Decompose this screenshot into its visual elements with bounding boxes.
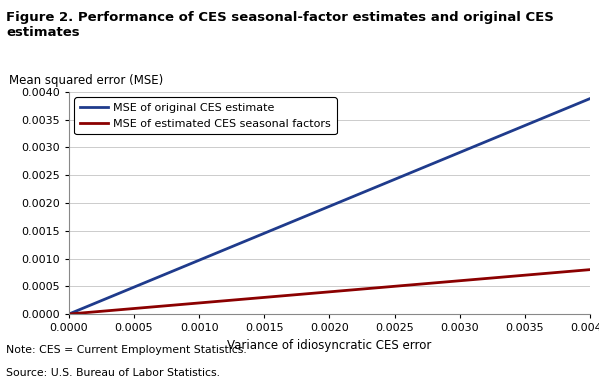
MSE of estimated CES seasonal factors bbox=[492, 275, 500, 280]
Text: Source: U.S. Bureau of Labor Statistics.: Source: U.S. Bureau of Labor Statistics. bbox=[6, 368, 220, 378]
MSE of original CES estimate bbox=[586, 96, 594, 101]
Legend: MSE of original CES estimate, MSE of estimated CES seasonal factors: MSE of original CES estimate, MSE of est… bbox=[74, 98, 337, 134]
MSE of estimated CES seasonal factors bbox=[586, 267, 594, 272]
MSE of original CES estimate bbox=[574, 101, 581, 106]
MSE of original CES estimate bbox=[376, 183, 383, 188]
MSE of original CES estimate bbox=[313, 210, 320, 214]
MSE of estimated CES seasonal factors bbox=[65, 312, 72, 316]
MSE of original CES estimate bbox=[492, 135, 500, 140]
Line: MSE of estimated CES seasonal factors: MSE of estimated CES seasonal factors bbox=[69, 270, 590, 314]
Text: Figure 2. Performance of CES seasonal-factor estimates and original CES estimate: Figure 2. Performance of CES seasonal-fa… bbox=[6, 11, 554, 39]
Text: Note: CES = Current Employment Statistics.: Note: CES = Current Employment Statistic… bbox=[6, 345, 247, 355]
MSE of estimated CES seasonal factors bbox=[316, 290, 323, 295]
MSE of estimated CES seasonal factors bbox=[574, 268, 581, 273]
MSE of estimated CES seasonal factors bbox=[347, 288, 355, 292]
Line: MSE of original CES estimate: MSE of original CES estimate bbox=[69, 98, 590, 314]
MSE of original CES estimate bbox=[347, 195, 355, 200]
MSE of estimated CES seasonal factors bbox=[376, 285, 383, 290]
X-axis label: Variance of idiosyncratic CES error: Variance of idiosyncratic CES error bbox=[227, 339, 432, 352]
MSE of estimated CES seasonal factors bbox=[313, 291, 320, 295]
Text: Mean squared error (MSE): Mean squared error (MSE) bbox=[9, 74, 163, 87]
MSE of original CES estimate bbox=[65, 312, 72, 316]
MSE of original CES estimate bbox=[316, 208, 323, 213]
